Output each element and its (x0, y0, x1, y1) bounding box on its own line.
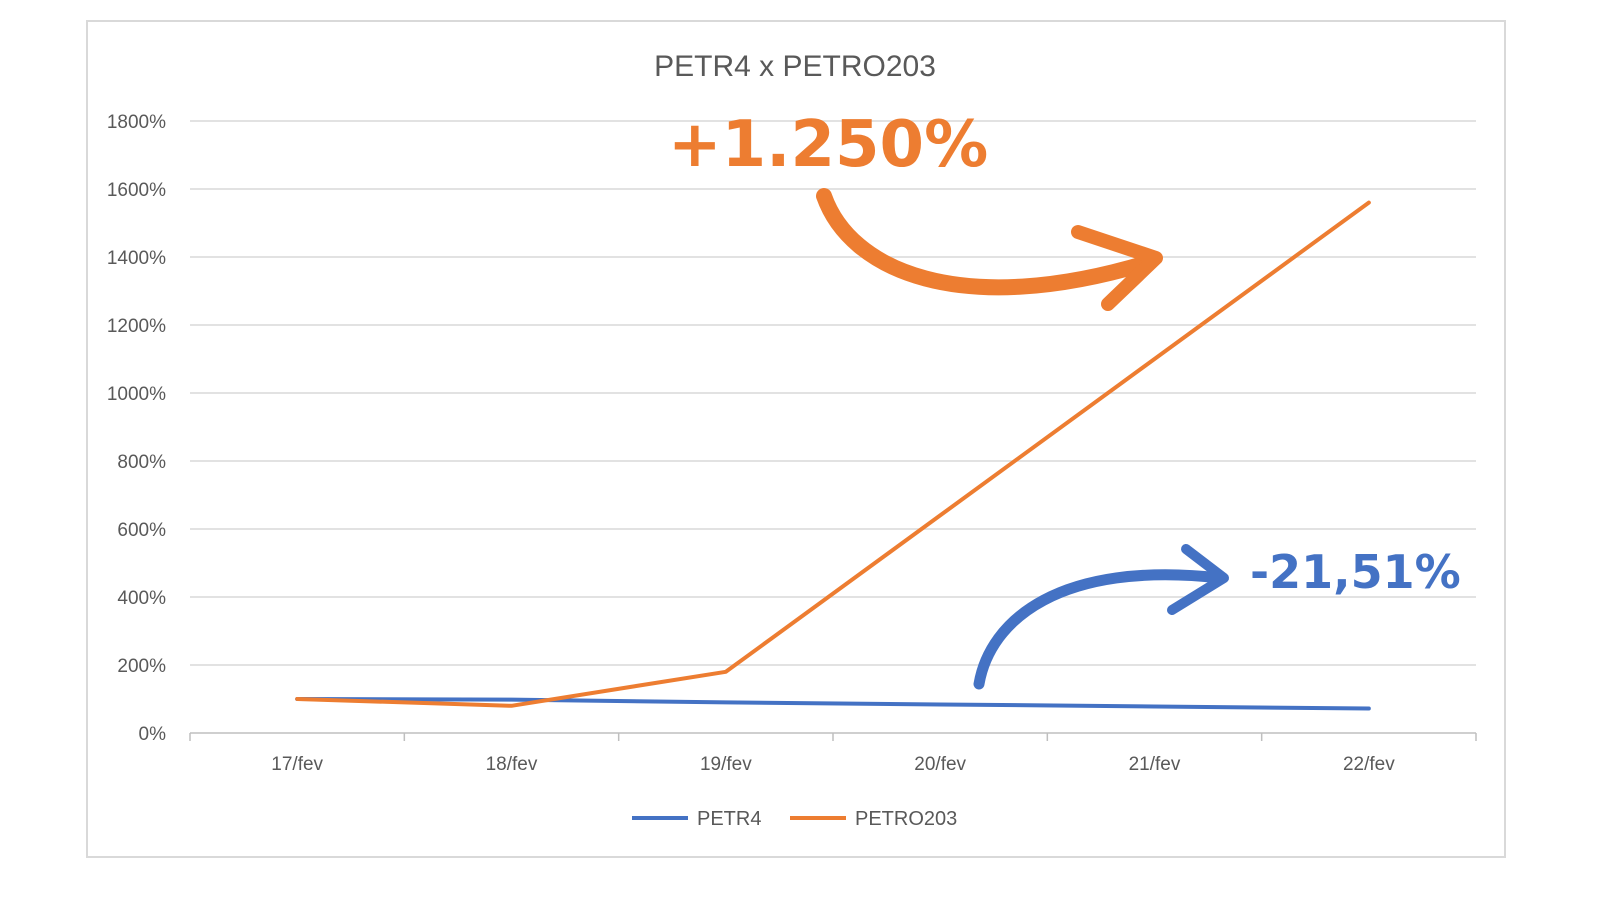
y-tick-label: 1400% (107, 248, 166, 269)
legend: PETR4 PETRO203 (632, 808, 957, 830)
y-tick-label: 800% (117, 452, 166, 473)
x-tick-label: 21/fev (1129, 754, 1181, 775)
legend-label-petr4: PETR4 (697, 808, 761, 830)
legend-label-petro203: PETRO203 (855, 808, 957, 830)
callout-petr4: -21,51% (1250, 545, 1461, 599)
grid-layer (190, 120, 1476, 666)
chart-frame (86, 20, 1506, 858)
y-tick-label: 200% (117, 656, 166, 677)
y-tick-label: 600% (117, 520, 166, 541)
y-tick-label: 1200% (107, 316, 166, 337)
y-tick-label: 1800% (107, 112, 166, 133)
series-line-petr4 (295, 697, 1371, 711)
axis-layer: 0% 200% 400% 600% 800% 1000% 1200% 1400% 1600% 18… (107, 112, 1477, 775)
series-layer (295, 200, 1371, 711)
arrowhead-petro203 (1071, 225, 1163, 311)
x-tick-label: 19/fev (700, 754, 752, 775)
y-tick-label: 400% (117, 588, 166, 609)
y-tick-label: 1000% (107, 384, 166, 405)
arrow-petr4 (973, 569, 1226, 690)
x-tick-label: 17/fev (271, 754, 323, 775)
y-tick-label: 1600% (107, 180, 166, 201)
x-tick-label: 20/fev (914, 754, 966, 775)
callout-petro203: +1.250% (668, 108, 988, 182)
x-tick-label: 18/fev (486, 754, 538, 775)
series-line-petro203 (295, 200, 1371, 708)
arrowhead-petr4 (1167, 544, 1229, 615)
annotation-layer: +1.250% -21,51% (668, 108, 1461, 690)
chart-title: PETR4 x PETRO203 (654, 50, 936, 83)
x-tick-label: 22/fev (1343, 754, 1395, 775)
arrow-petro203 (816, 188, 1158, 296)
y-tick-label: 0% (139, 724, 167, 745)
